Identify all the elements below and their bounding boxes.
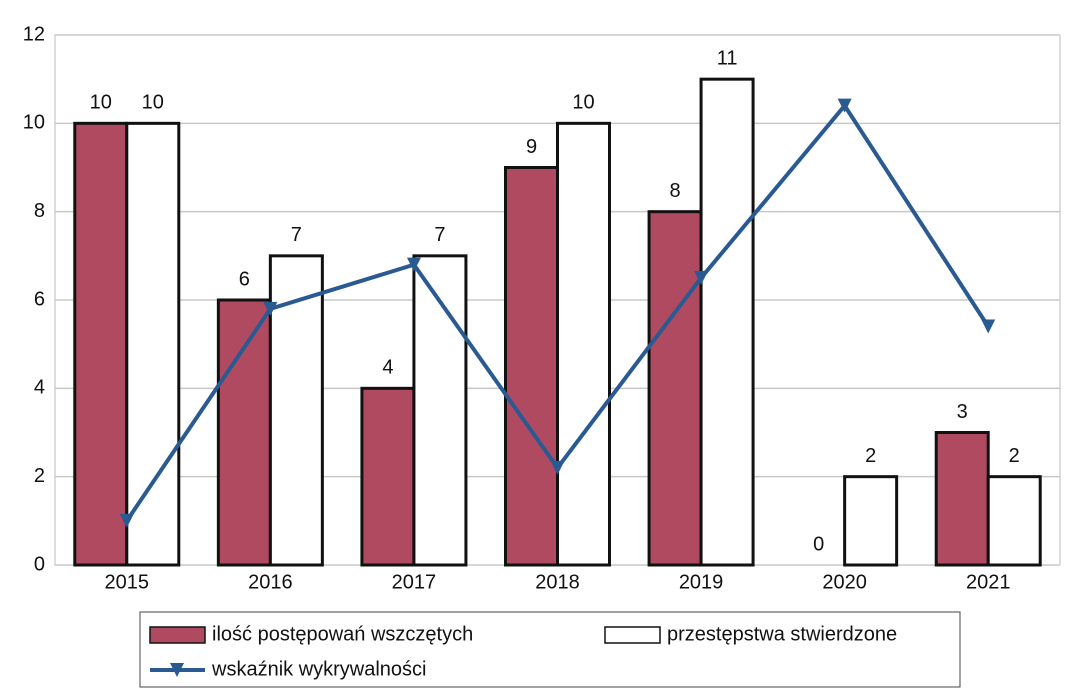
y-tick-label: 12	[23, 23, 45, 45]
bar	[73, 121, 129, 567]
data-label: 7	[434, 224, 445, 246]
data-label: 8	[670, 180, 681, 202]
y-tick-label: 8	[34, 200, 45, 222]
data-label: 10	[572, 92, 594, 114]
x-tick-label: 2015	[105, 571, 150, 593]
legend	[139, 611, 961, 688]
line-marker	[406, 257, 421, 272]
data-label: 4	[382, 357, 393, 379]
bar	[504, 166, 559, 567]
line-marker	[694, 270, 709, 285]
data-label: 10	[90, 92, 112, 114]
line-marker	[837, 98, 852, 113]
y-tick-label: 10	[23, 112, 45, 134]
y-tick-label: 4	[34, 377, 45, 399]
data-label: 3	[957, 401, 968, 423]
y-tick-label: 2	[34, 465, 45, 487]
data-label: 0	[813, 533, 824, 555]
legend-label: przestępstwa stwierdzone	[667, 623, 897, 645]
x-tick-label: 2017	[392, 571, 437, 593]
legend-swatch	[604, 626, 661, 644]
line-marker	[981, 319, 996, 334]
y-tick-label: 0	[34, 553, 45, 575]
bar	[843, 475, 899, 567]
bar	[412, 254, 468, 567]
legend-label: wskaźnik wykrywalności	[211, 658, 427, 680]
legend-swatch	[149, 626, 206, 644]
x-tick-label: 2016	[248, 571, 293, 593]
bar	[216, 298, 272, 567]
x-tick-label: 2021	[966, 571, 1011, 593]
bar	[125, 121, 181, 567]
x-tick-label: 2019	[679, 571, 724, 593]
data-label: 2	[865, 445, 876, 467]
data-label: 10	[142, 92, 164, 114]
bar	[647, 210, 703, 567]
bar	[986, 475, 1042, 567]
data-label: 7	[291, 224, 302, 246]
bar	[360, 386, 416, 567]
x-tick-label: 2018	[535, 571, 580, 593]
line-marker	[119, 513, 134, 528]
legend-label: ilość postępowań wszczętych	[212, 623, 473, 645]
data-label: 6	[239, 268, 250, 290]
data-label: 9	[526, 136, 537, 158]
data-label: 11	[717, 47, 738, 69]
data-label: 2	[1009, 445, 1020, 467]
y-tick-label: 6	[34, 288, 45, 310]
x-tick-label: 2020	[822, 571, 867, 593]
bar	[934, 431, 990, 567]
line-marker	[550, 460, 565, 475]
legend-marker	[170, 663, 184, 677]
line-marker	[263, 301, 278, 316]
bar	[699, 77, 755, 567]
bar	[556, 121, 611, 567]
